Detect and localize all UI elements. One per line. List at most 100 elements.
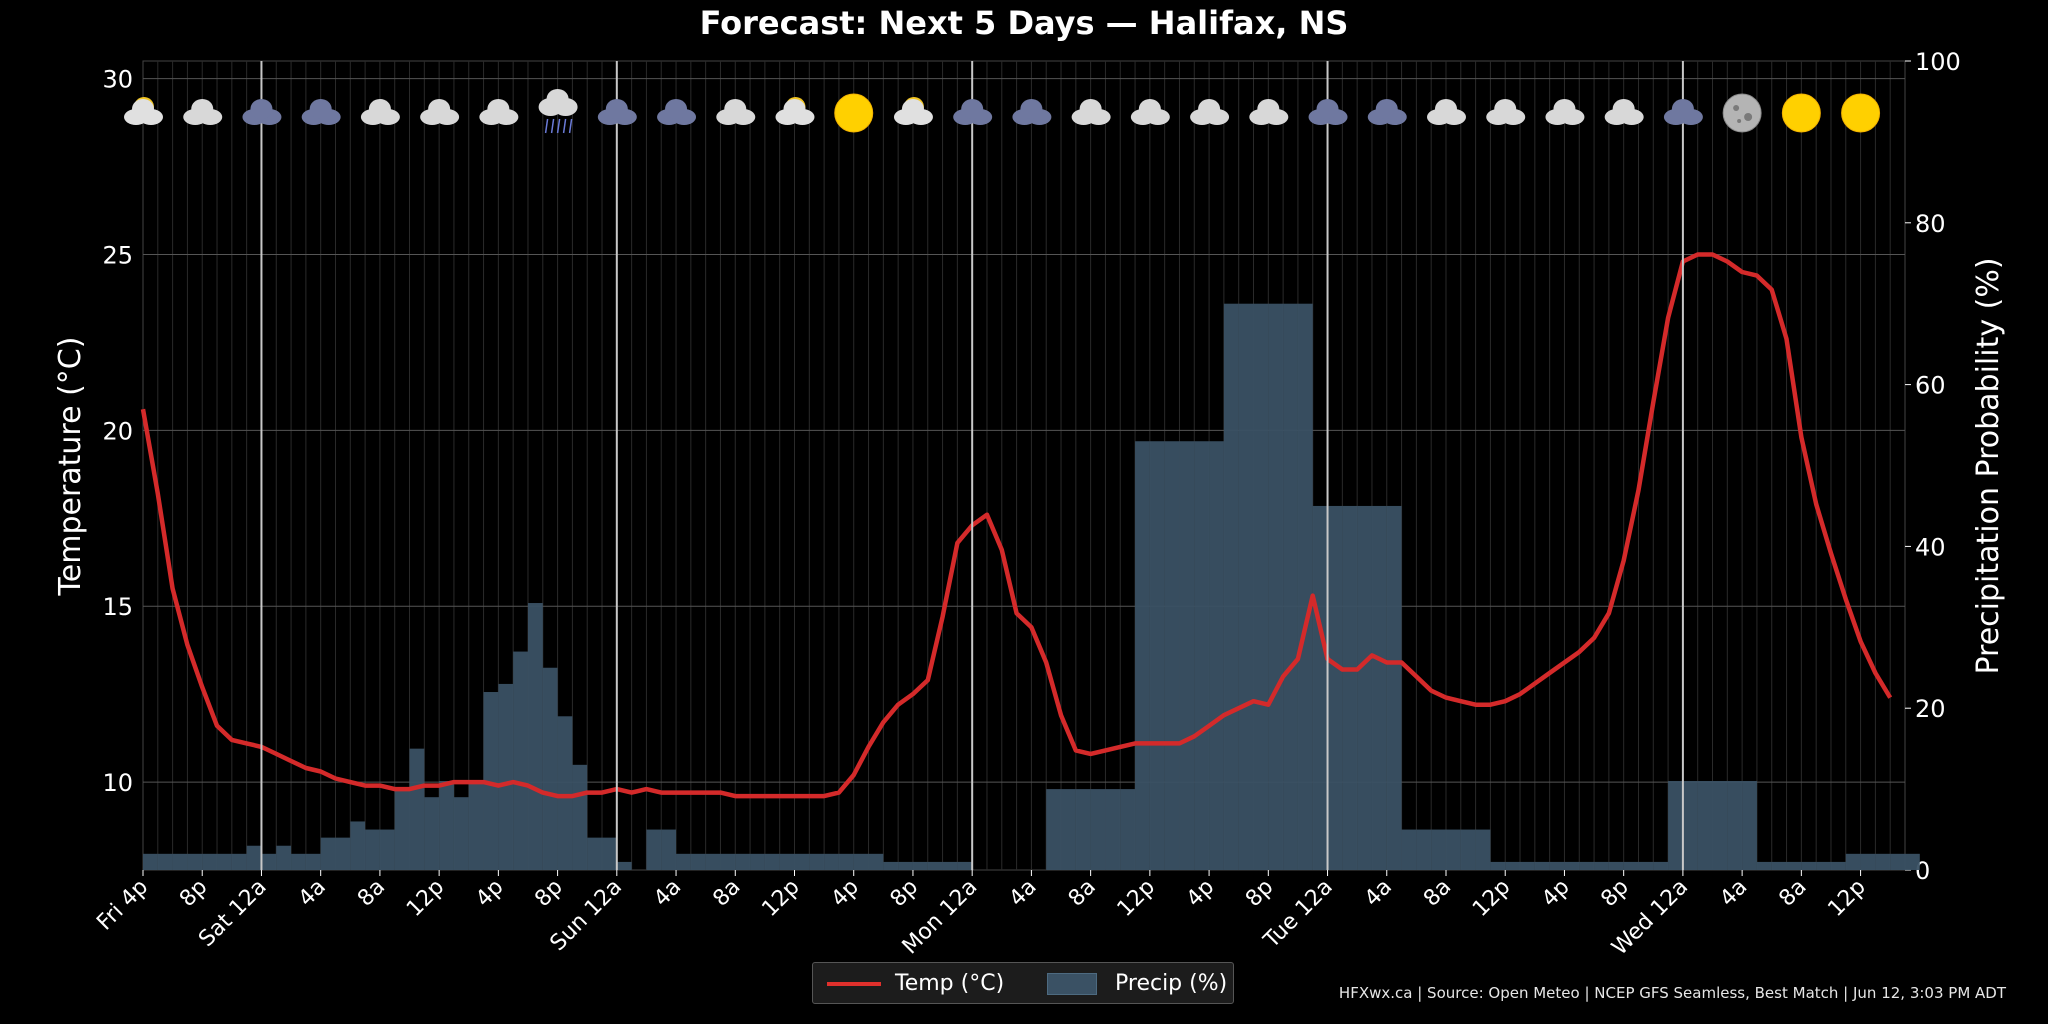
precip-bar [1149, 441, 1165, 870]
precip-bar [1505, 861, 1521, 870]
precip-bar [305, 853, 321, 870]
legend: Temp (°C) Precip (%) [812, 962, 1234, 1004]
x-tick-label: 8p [886, 875, 923, 912]
temp-line [140, 252, 1893, 799]
overcast-icon [953, 99, 993, 125]
x-tick-label: 8p [1596, 875, 1633, 912]
cloudy-icon [1071, 99, 1111, 125]
precip-bar [1638, 861, 1654, 870]
precip-bar [157, 853, 173, 870]
precip-bar [735, 853, 751, 870]
x-tick-label: 12p [1468, 875, 1515, 922]
precip-bar [942, 861, 958, 870]
chart-title: Forecast: Next 5 Days — Halifax, NS [700, 4, 1349, 42]
precip-bar [1727, 781, 1743, 870]
precip-bar [1653, 861, 1669, 870]
cloudy-icon [360, 99, 400, 125]
overcast-icon [1367, 99, 1407, 125]
precip-bar [1135, 441, 1150, 870]
precip-bar [779, 853, 795, 870]
precip-bar [1830, 861, 1846, 870]
x-tick-label: 4a [1360, 875, 1397, 912]
precip-bar [824, 853, 839, 870]
precip-bar [1445, 829, 1461, 870]
y2-tick-label: 40 [1915, 533, 1946, 561]
precip-bar [1386, 505, 1402, 870]
precip-bar [1875, 853, 1891, 870]
plot-frame [142, 60, 1906, 871]
y2-tick-label: 100 [1915, 48, 1961, 76]
overcast-icon [1663, 99, 1703, 125]
precip-bar [1061, 789, 1076, 870]
precip-bar [1105, 789, 1121, 870]
precip-bar [676, 853, 691, 870]
precip-bar [1046, 789, 1062, 870]
precip-bar [853, 853, 869, 870]
x-tick-label: 4p [1537, 875, 1574, 912]
precip-bar [1712, 781, 1728, 870]
precip-bar [616, 861, 632, 870]
precip-bar [720, 853, 736, 870]
precip-bar [1608, 861, 1624, 870]
precip-bar [794, 853, 810, 870]
overcast-icon [597, 99, 637, 125]
partly-cloudy-icon [124, 97, 163, 125]
x-tick-label: 8a [1419, 875, 1456, 912]
precip-bar [350, 821, 366, 870]
precip-bar [1475, 829, 1491, 870]
precip-bar [261, 853, 277, 870]
legend-temp-swatch [827, 981, 881, 986]
cloudy-icon [479, 99, 519, 125]
precip-bar [1312, 505, 1328, 870]
x-tick-label: 4a [1715, 875, 1752, 912]
cloudy-icon [420, 99, 460, 125]
x-tick-label: 8a [1064, 875, 1101, 912]
overcast-icon [242, 99, 282, 125]
x-tick-label: 8a [1774, 875, 1811, 912]
precip-bar [1771, 861, 1787, 870]
precip-bar [1179, 441, 1195, 870]
x-tick-label: 4p [827, 875, 864, 912]
precip-bar [1120, 789, 1136, 870]
precip-bar [927, 861, 943, 870]
precip-bar [1756, 861, 1772, 870]
y2-axis-label: Precipitation Probability (%) [1971, 257, 2006, 674]
legend-precip-label: Precip (%) [1115, 971, 1228, 996]
precip-bar [468, 781, 484, 870]
precip-bar [587, 837, 603, 870]
precip-bar [379, 829, 395, 870]
precip-bar [1401, 829, 1417, 870]
precip-bar [868, 853, 884, 870]
precip-bar [483, 692, 499, 870]
precip-bar [1845, 853, 1861, 870]
cloudy-icon [1130, 99, 1170, 125]
precip-bar [1682, 781, 1698, 870]
precip-bar [1209, 441, 1224, 870]
cloudy-icon [1545, 99, 1585, 125]
precip-bar [1816, 861, 1831, 870]
y2-tick-label: 80 [1915, 210, 1946, 238]
precip-bar [690, 853, 706, 870]
precip-bar [809, 853, 825, 870]
precip-bar [394, 789, 410, 870]
overcast-icon [657, 99, 697, 125]
precip-bar [1090, 789, 1106, 870]
precip-bar [1194, 441, 1210, 870]
precip-bar [320, 837, 336, 870]
x-tick-label: 12p [1113, 875, 1160, 922]
precip-bar [912, 861, 928, 870]
precip-bar [646, 829, 662, 870]
precip-bar [1297, 303, 1313, 870]
precip-bar [439, 781, 454, 870]
precip-bar [1697, 781, 1713, 870]
precip-bar [898, 861, 913, 870]
precip-bar [1890, 853, 1905, 870]
legend-temp-label: Temp (°C) [895, 971, 1005, 996]
cloudy-icon [183, 99, 223, 125]
precip-bar [217, 853, 232, 870]
precip-bar [1327, 505, 1343, 870]
precip-bar [1801, 861, 1817, 870]
y-tick-label: 15 [102, 593, 133, 621]
